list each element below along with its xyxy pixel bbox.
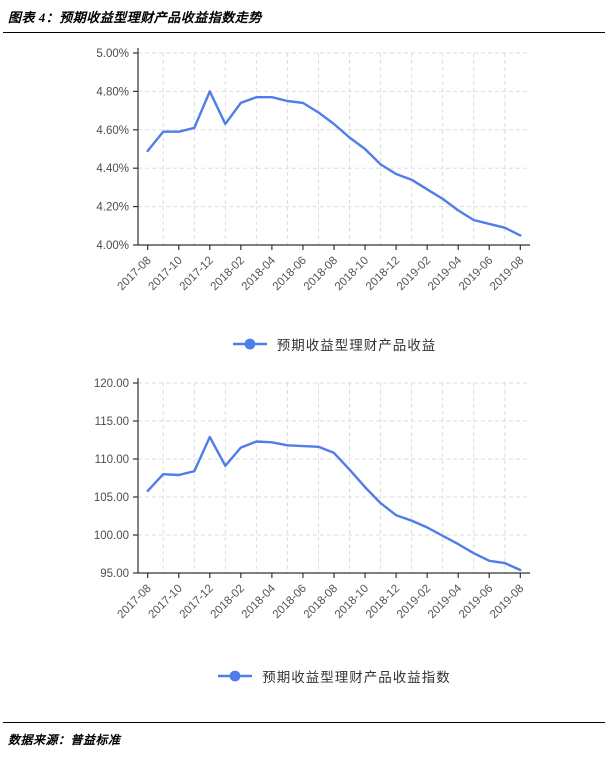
y-tick-label: 120.00 <box>94 378 129 390</box>
top-rule <box>3 32 605 33</box>
x-tick-label: 2019-08 <box>488 255 526 293</box>
y-tick-label: 95.00 <box>100 568 129 580</box>
series-line <box>146 435 522 572</box>
bottom-rule <box>3 722 605 723</box>
y-tick-label: 100.00 <box>94 530 129 542</box>
legend-line-marker-icon <box>232 338 267 350</box>
legend-line-marker-icon <box>218 670 253 682</box>
y-tick-label: 115.00 <box>95 416 129 428</box>
y-tick-label: 4.60% <box>96 125 129 137</box>
x-tick-label: 2019-08 <box>488 583 526 621</box>
y-tick-label: 4.00% <box>96 240 129 252</box>
index-line-chart: 120.00115.00110.00105.00100.0095.002017-… <box>94 378 530 621</box>
y-tick-label: 4.20% <box>96 202 129 214</box>
y-tick-label: 4.40% <box>96 163 129 175</box>
legend-label: 预期收益型理财产品收益指数 <box>262 670 451 685</box>
y-tick-label: 4.80% <box>96 86 129 98</box>
yield-line-chart: 5.00%4.80%4.60%4.40%4.20%4.00%2017-08201… <box>96 48 530 293</box>
yield-chart-legend: 预期收益型理财产品收益 <box>138 334 530 354</box>
index-chart-legend: 预期收益型理财产品收益指数 <box>138 666 530 686</box>
y-tick-label: 5.00% <box>96 48 129 60</box>
series-line <box>146 90 522 237</box>
y-tick-label: 110.00 <box>95 454 129 466</box>
figure-title: 图表 4：预期收益型理财产品收益指数走势 <box>8 10 262 25</box>
data-source: 数据来源：普益标准 <box>8 733 121 747</box>
legend-label: 预期收益型理财产品收益 <box>276 338 437 353</box>
y-tick-label: 105.00 <box>94 492 129 504</box>
